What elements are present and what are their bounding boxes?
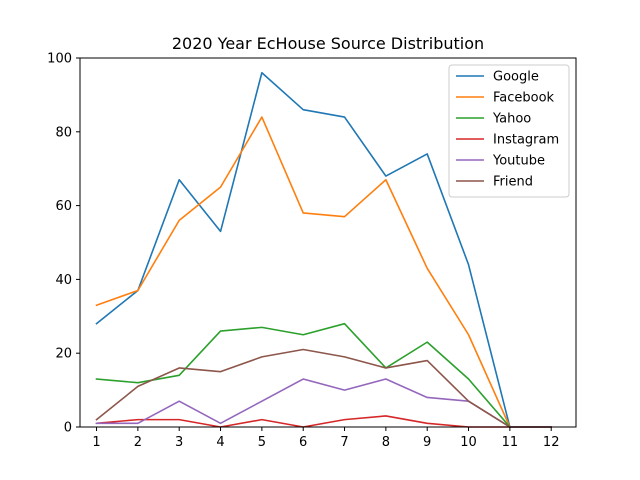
x-tick-label: 2: [134, 435, 142, 450]
chart-title: 2020 Year EcHouse Source Distribution: [172, 34, 484, 53]
x-tick-label: 12: [543, 435, 560, 450]
series-layer: [95, 71, 553, 428]
legend-box: [448, 64, 570, 198]
x-tick-label: 4: [216, 435, 224, 450]
legend-label-facebook: Facebook: [493, 91, 555, 106]
plot-frame: [79, 57, 577, 428]
series-line-facebook: [95, 116, 553, 428]
y-tick-label: 0: [64, 421, 72, 436]
y-tick-label: 60: [55, 199, 72, 214]
y-tick-label: 100: [47, 52, 72, 67]
x-tick-label: 5: [258, 435, 266, 450]
x-tick-label: 11: [502, 435, 519, 450]
legend-label-friend: Friend: [493, 175, 533, 190]
series-line-friend: [95, 348, 553, 428]
x-tick-label: 10: [460, 435, 477, 450]
x-tick-label: 7: [340, 435, 348, 450]
y-tick-label: 40: [55, 273, 72, 288]
series-line-instagram: [95, 415, 553, 428]
y-tick-label: 20: [55, 347, 72, 362]
x-tick-label: 8: [382, 435, 390, 450]
legend: Google Facebook Yahoo Instagram Youtube Frien…: [448, 64, 570, 198]
x-tick-label: 9: [423, 435, 431, 450]
x-tick-label: 3: [175, 435, 183, 450]
legend-label-google: Google: [493, 70, 539, 85]
series-line-google: [95, 71, 553, 428]
legend-label-youtube: Youtube: [492, 154, 545, 169]
x-tick-label: 6: [299, 435, 307, 450]
legend-label-yahoo: Yahoo: [492, 112, 531, 127]
series-line-yahoo: [95, 322, 553, 428]
y-tick-label: 80: [55, 125, 72, 140]
x-tick-label: 1: [92, 435, 100, 450]
legend-label-instagram: Instagram: [493, 133, 559, 148]
